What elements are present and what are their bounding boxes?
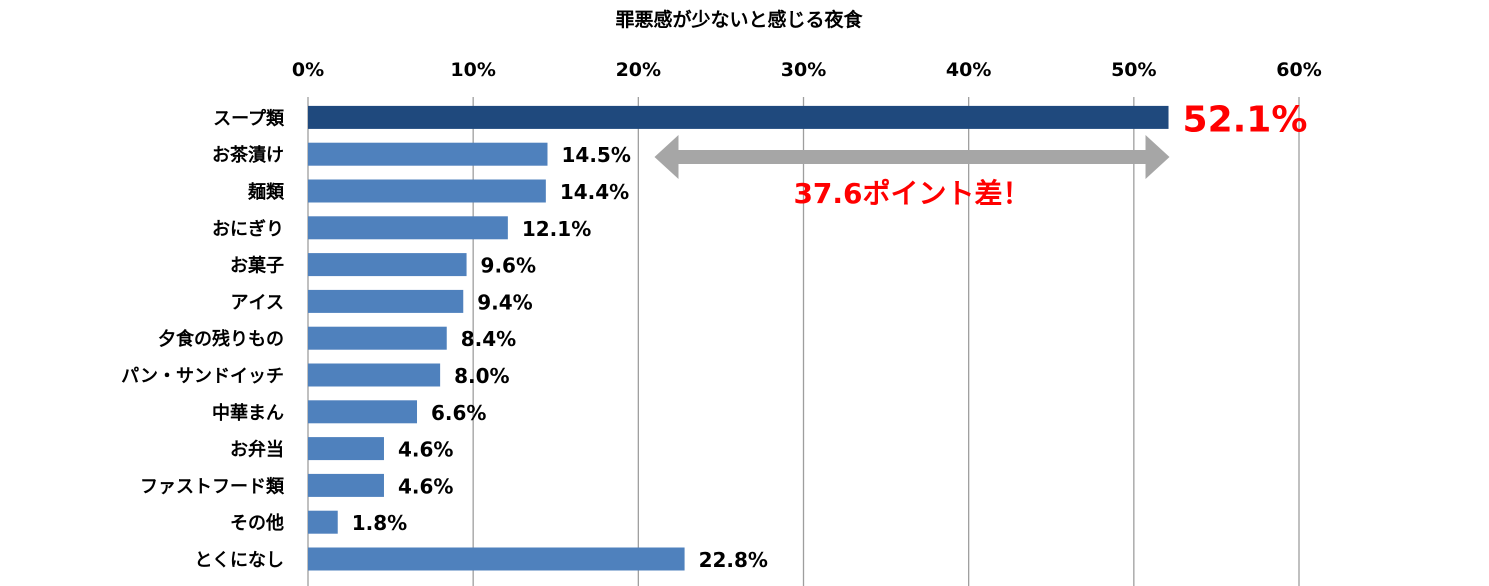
category-label: ファストフード類 bbox=[140, 476, 285, 497]
data-label: 6.6% bbox=[431, 401, 486, 425]
data-label: 9.6% bbox=[481, 254, 536, 278]
data-label: 12.1% bbox=[522, 217, 591, 241]
difference-annotation: 37.6ポイント差！ bbox=[793, 177, 1030, 210]
bar bbox=[308, 253, 467, 277]
x-tick-label: 50% bbox=[1111, 59, 1156, 81]
data-label: 4.6% bbox=[398, 438, 453, 462]
bar bbox=[308, 326, 447, 350]
data-label: 8.4% bbox=[461, 327, 516, 351]
data-label: 9.4% bbox=[477, 290, 532, 314]
category-label: アイス bbox=[231, 292, 284, 313]
data-label: 14.5% bbox=[561, 143, 630, 167]
bar bbox=[308, 105, 1169, 129]
bar bbox=[308, 547, 685, 571]
category-label: 夕食の残りもの bbox=[158, 328, 284, 350]
category-label: その他 bbox=[230, 512, 284, 534]
double-arrow-shape bbox=[654, 135, 1170, 179]
bar bbox=[308, 289, 464, 313]
data-label: 1.8% bbox=[352, 511, 407, 535]
category-label: 麺類 bbox=[247, 181, 285, 203]
category-label: パン・サンドイッチ bbox=[121, 366, 284, 387]
category-label: おにぎり bbox=[212, 218, 284, 240]
bar bbox=[308, 437, 384, 461]
category-labels: スープ類お茶漬け麺類おにぎりお菓子アイス夕食の残りものパン・サンドイッチ中華まん… bbox=[121, 107, 285, 571]
category-label: 中華まん bbox=[212, 402, 284, 424]
category-label: お弁当 bbox=[230, 439, 284, 461]
data-label-highlight: 52.1% bbox=[1183, 99, 1308, 140]
bar bbox=[308, 216, 508, 240]
category-label: お茶漬け bbox=[212, 144, 284, 166]
x-tick-label: 0% bbox=[292, 59, 324, 81]
x-tick-label: 10% bbox=[450, 59, 495, 81]
bar bbox=[308, 473, 384, 497]
data-label: 14.4% bbox=[560, 180, 629, 204]
bar bbox=[308, 142, 548, 166]
bar bbox=[308, 510, 338, 534]
data-labels: 52.1% 14.5% 14.4% 12.1% 9.6% 9.4% 8.4% 8.0% 6.6%… bbox=[352, 99, 1308, 572]
chart-title: 罪悪感が少ないと感じる夜食 bbox=[615, 8, 863, 31]
data-label: 4.6% bbox=[398, 474, 453, 498]
category-label: とくになし bbox=[195, 550, 284, 571]
category-label: お菓子 bbox=[230, 255, 284, 277]
difference-arrow bbox=[654, 135, 1170, 179]
x-tick-label: 60% bbox=[1276, 59, 1321, 81]
gridlines bbox=[307, 97, 1300, 586]
category-label: スープ類 bbox=[213, 107, 285, 129]
bar bbox=[308, 363, 441, 387]
x-tick-label: 30% bbox=[781, 59, 826, 81]
bar bbox=[308, 400, 418, 424]
bar bbox=[308, 179, 546, 203]
bars bbox=[308, 105, 1169, 571]
x-axis-ticks: 0% 10% 20% 30% 40% 50% 60% bbox=[292, 59, 1322, 81]
x-tick-label: 40% bbox=[946, 59, 991, 81]
x-tick-label: 20% bbox=[616, 59, 661, 81]
data-label: 22.8% bbox=[699, 548, 768, 572]
data-label: 8.0% bbox=[454, 364, 509, 388]
